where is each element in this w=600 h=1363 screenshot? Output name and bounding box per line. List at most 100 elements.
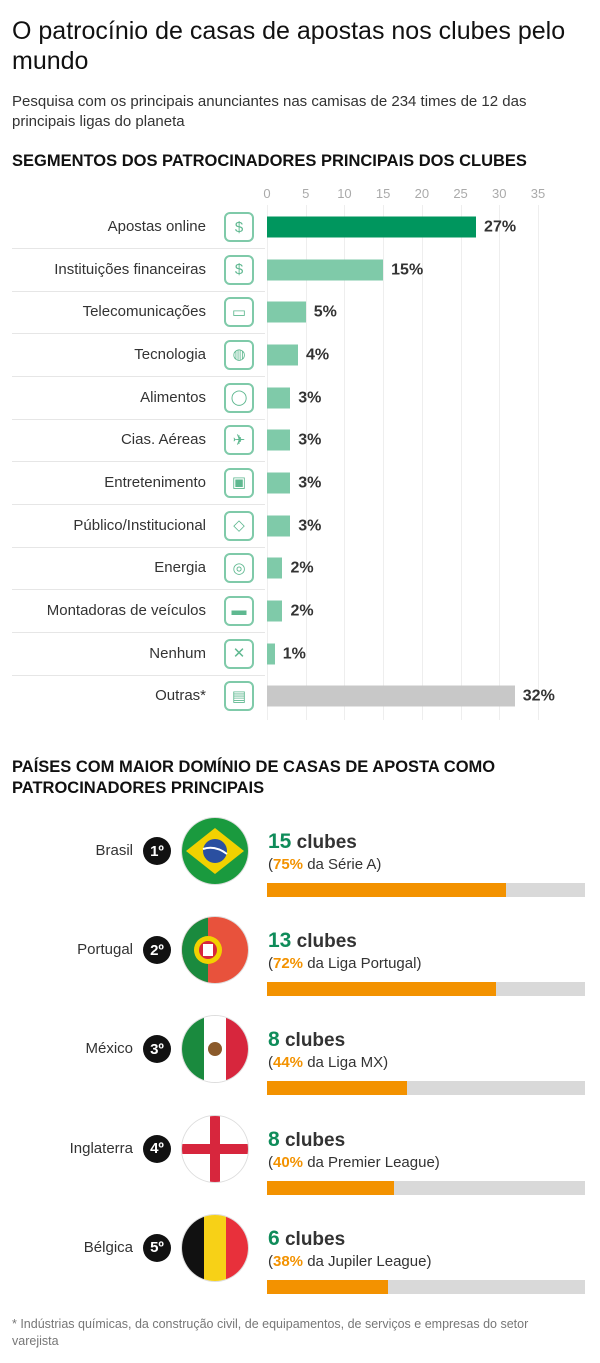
bar	[267, 557, 283, 579]
gridline	[499, 205, 501, 720]
share-percent: 38%	[273, 1252, 304, 1270]
category-label: Público/Institucional	[73, 516, 206, 534]
league-name: da Liga Portugal	[307, 955, 417, 973]
row-divider	[12, 333, 265, 335]
gridline	[460, 205, 462, 720]
rank-badge: 4º	[143, 1134, 171, 1163]
row-divider	[12, 461, 265, 463]
gridline	[421, 205, 423, 720]
data-label: 3%	[298, 389, 322, 407]
club-count: 6 clubes	[268, 1226, 346, 1251]
gridline	[305, 205, 307, 720]
rank-badge: 2º	[143, 936, 171, 965]
gridline	[344, 205, 346, 720]
share-percent: 44%	[273, 1054, 304, 1072]
data-label: 3%	[298, 474, 322, 492]
club-count: 15 clubes	[268, 831, 357, 854]
share-percent: 40%	[273, 1153, 304, 1171]
segments-chart-title: SEGMENTOS DOS PATROCINADORES PRINCIPAIS …	[12, 152, 527, 170]
progress-fill	[267, 1081, 407, 1096]
category-label: Outras*	[155, 687, 206, 705]
bar	[267, 344, 298, 366]
share-percent: 72%	[273, 955, 304, 973]
tick-label: 10	[337, 186, 352, 201]
progress-track	[267, 1180, 585, 1195]
flag-england-icon	[182, 1115, 248, 1182]
phone-money-icon: $	[224, 212, 254, 242]
gridline	[538, 205, 539, 720]
data-label: 3%	[298, 431, 322, 449]
tick-label: 5	[302, 186, 310, 201]
country-name: Portugal	[77, 941, 133, 959]
progress-fill	[267, 982, 496, 997]
progress-fill	[267, 1279, 388, 1294]
data-label: 32%	[522, 687, 555, 705]
club-number: 6	[268, 1226, 280, 1250]
category-label: Nenhum	[149, 644, 206, 662]
category-label: Montadoras de veículos	[46, 601, 206, 619]
data-label: 27%	[484, 218, 517, 236]
data-label: 2%	[290, 602, 314, 620]
country-name: Inglaterra	[69, 1139, 133, 1157]
league-share: (38% da Jupiler League)	[268, 1252, 432, 1270]
row-divider	[12, 418, 265, 420]
club-count: 8 clubes	[268, 1128, 345, 1152]
category-label: Instituições financeiras	[54, 260, 206, 278]
row-divider	[12, 375, 265, 377]
country-name: Bélgica	[83, 1238, 133, 1256]
club-unit: clubes	[296, 931, 357, 953]
rank-badge: 1º	[143, 837, 171, 865]
row-divider	[12, 674, 265, 676]
plate-icon: ◯	[224, 382, 254, 413]
monitor-icon: ▭	[224, 297, 254, 328]
data-label: 1%	[282, 645, 306, 662]
progress-fill	[267, 1180, 395, 1195]
countries-chart-title: PAÍSES COM MAIOR DOMÍNIO DE CASAS DE APO…	[12, 758, 496, 797]
category-label: Apostas online	[107, 218, 206, 235]
progress-track	[267, 982, 585, 997]
progress-track	[267, 883, 585, 897]
league-share: (44% da Liga MX)	[268, 1054, 389, 1072]
row-divider	[12, 589, 265, 591]
data-label: 15%	[391, 261, 424, 279]
flag-portugal-icon	[182, 917, 248, 984]
tick-label: 15	[375, 186, 391, 201]
club-count: 13 clubes	[268, 930, 357, 953]
bar	[267, 643, 275, 664]
gridline	[383, 205, 385, 720]
bar	[267, 301, 306, 323]
league-share: (40% da Premier League)	[268, 1153, 440, 1171]
progress-track	[267, 1279, 585, 1294]
row-divider	[12, 503, 265, 505]
globe-icon: ◍	[224, 339, 254, 370]
brazil-map-icon: ◇	[224, 510, 254, 541]
lightbulb-icon: ◎	[224, 553, 254, 584]
x-circle-icon: ✕	[224, 638, 254, 669]
share-percent: 75%	[273, 856, 304, 873]
club-unit: clubes	[284, 1228, 346, 1250]
country-name: Brasil	[95, 842, 133, 859]
row-divider	[12, 546, 265, 548]
subtitle: Pesquisa com os principais anunciantes n…	[12, 93, 527, 130]
bar	[267, 685, 515, 707]
club-count: 8 clubes	[268, 1029, 345, 1052]
bar	[267, 387, 291, 409]
tick-label: 0	[263, 186, 271, 201]
row-divider	[12, 631, 265, 633]
category-label: Tecnologia	[134, 345, 206, 363]
league-name: da Liga MX	[307, 1054, 384, 1072]
category-label: Energia	[154, 559, 206, 577]
bar	[267, 600, 283, 622]
tick-label: 35	[530, 186, 546, 201]
flag-brazil-icon	[182, 818, 248, 884]
progress-track	[267, 1081, 585, 1096]
rank-badge: 3º	[143, 1035, 171, 1064]
country-name: México	[85, 1040, 133, 1058]
documents-icon: ▤	[224, 681, 254, 712]
club-number: 15	[268, 830, 292, 853]
data-label: 5%	[313, 303, 337, 321]
coins-icon: $	[224, 254, 254, 285]
page-title: O patrocínio de casas de apostas nos clu…	[12, 17, 566, 75]
league-name: da Jupiler League	[307, 1252, 427, 1270]
category-label: Telecomunicações	[82, 303, 206, 321]
